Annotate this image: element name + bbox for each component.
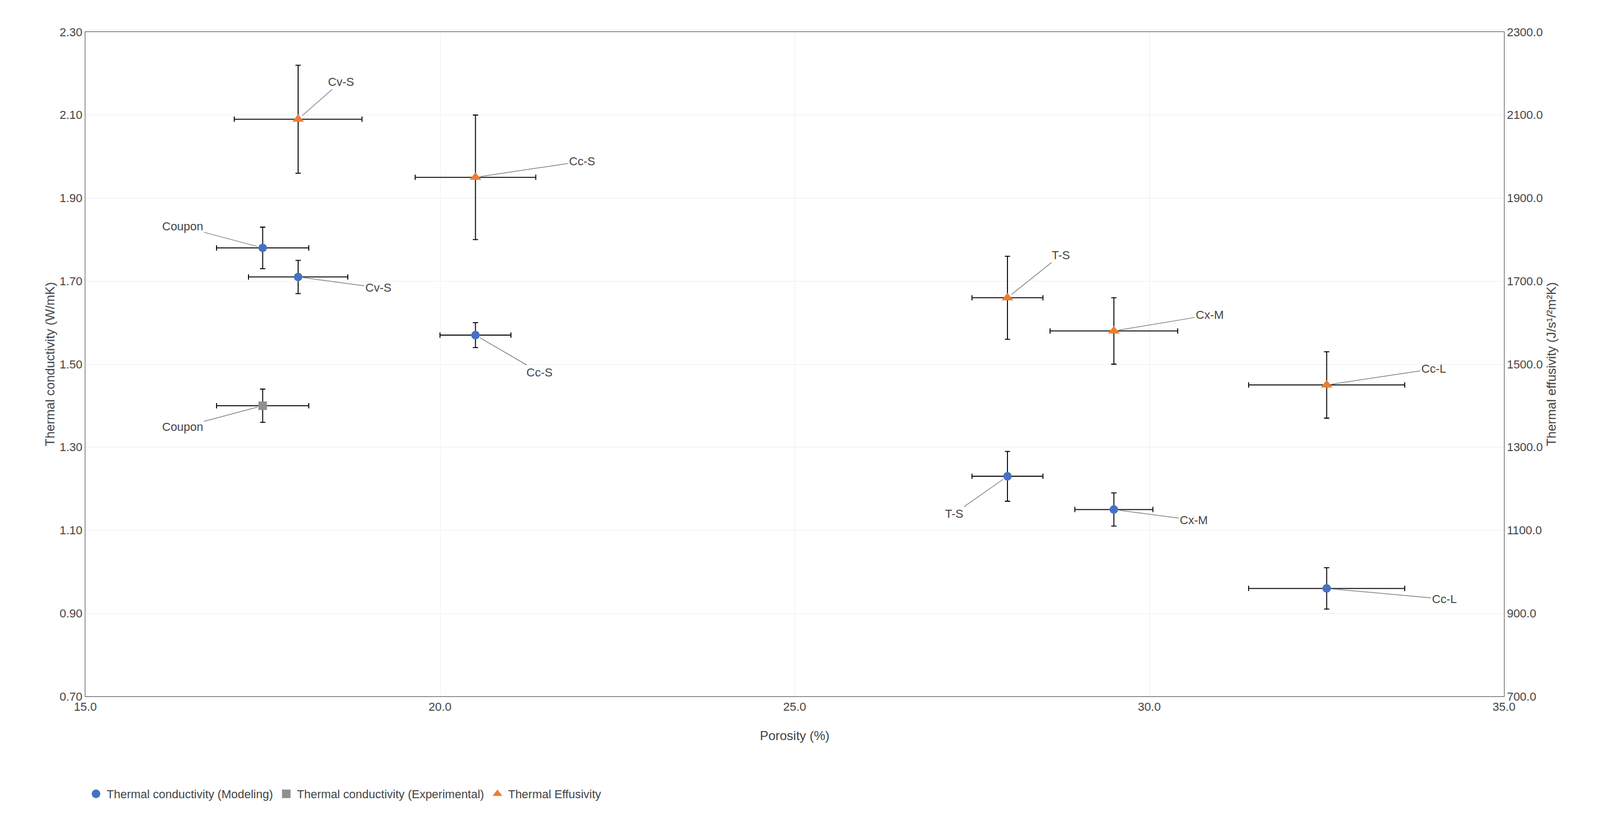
svg-text:1.90: 1.90 <box>59 191 83 205</box>
svg-text:T-S: T-S <box>945 507 964 521</box>
svg-text:Thermal conductivity (W/mK): Thermal conductivity (W/mK) <box>42 282 58 447</box>
svg-text:Thermal conductivity (Experime: Thermal conductivity (Experimental) <box>297 787 485 802</box>
svg-text:1300.0: 1300.0 <box>1506 440 1543 454</box>
svg-text:Cc-L: Cc-L <box>1421 362 1446 376</box>
svg-text:1.30: 1.30 <box>59 440 83 454</box>
svg-text:Cv-S: Cv-S <box>328 75 355 89</box>
svg-text:1.50: 1.50 <box>59 357 83 372</box>
svg-text:20.0: 20.0 <box>428 700 452 714</box>
svg-text:1500.0: 1500.0 <box>1506 357 1543 372</box>
svg-text:0.70: 0.70 <box>59 690 83 704</box>
svg-text:35.0: 35.0 <box>1492 700 1516 714</box>
svg-text:Cx-M: Cx-M <box>1179 513 1208 527</box>
svg-text:2100.0: 2100.0 <box>1506 108 1543 122</box>
svg-text:1.10: 1.10 <box>59 523 83 538</box>
svg-text:Coupon: Coupon <box>162 219 204 234</box>
svg-text:2300.0: 2300.0 <box>1506 25 1543 39</box>
svg-text:Cc-S: Cc-S <box>526 365 553 380</box>
svg-text:Coupon: Coupon <box>162 420 204 434</box>
svg-text:15.0: 15.0 <box>74 700 98 714</box>
svg-text:Cx-M: Cx-M <box>1195 308 1224 322</box>
svg-text:Cc-S: Cc-S <box>569 154 596 168</box>
svg-text:0.90: 0.90 <box>59 606 83 621</box>
svg-text:Porosity (%): Porosity (%) <box>760 728 830 743</box>
svg-text:2.30: 2.30 <box>59 25 83 39</box>
svg-text:T-S: T-S <box>1051 248 1070 262</box>
svg-text:900.0: 900.0 <box>1506 606 1536 621</box>
svg-text:1100.0: 1100.0 <box>1506 523 1542 538</box>
svg-text:1.70: 1.70 <box>59 274 83 288</box>
svg-text:Cc-L: Cc-L <box>1432 592 1457 606</box>
svg-text:Thermal effusivity (J/s¹/²m²K): Thermal effusivity (J/s¹/²m²K) <box>1544 282 1559 447</box>
svg-text:1700.0: 1700.0 <box>1506 274 1543 288</box>
svg-text:Cv-S: Cv-S <box>365 281 392 295</box>
svg-text:25.0: 25.0 <box>783 700 807 714</box>
svg-text:1900.0: 1900.0 <box>1506 191 1543 205</box>
svg-text:30.0: 30.0 <box>1138 700 1162 714</box>
svg-text:2.10: 2.10 <box>59 108 83 122</box>
svg-text:Thermal Effusivity: Thermal Effusivity <box>508 787 602 802</box>
svg-text:Thermal conductivity (Modeling: Thermal conductivity (Modeling) <box>106 787 274 802</box>
svg-text:700.0: 700.0 <box>1506 690 1536 704</box>
